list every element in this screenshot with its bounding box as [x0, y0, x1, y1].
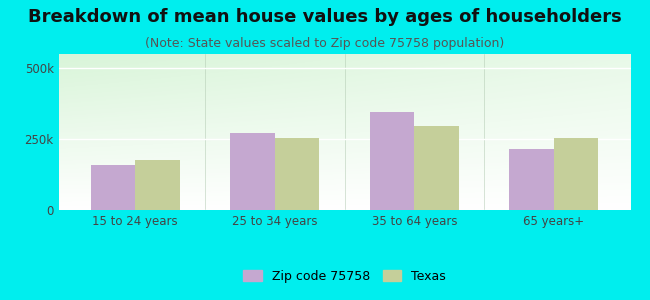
Text: Breakdown of mean house values by ages of householders: Breakdown of mean house values by ages o…: [28, 8, 622, 26]
Bar: [370, 112, 414, 210]
Legend: Zip code 75758, Texas: Zip code 75758, Texas: [238, 265, 451, 288]
Bar: [509, 149, 554, 210]
Text: (Note: State values scaled to Zip code 75758 population): (Note: State values scaled to Zip code 7…: [146, 38, 504, 50]
Bar: [554, 138, 599, 210]
Bar: [230, 134, 275, 210]
Bar: [414, 126, 459, 210]
Bar: [275, 138, 319, 210]
Bar: [135, 160, 180, 210]
Bar: [90, 165, 135, 210]
